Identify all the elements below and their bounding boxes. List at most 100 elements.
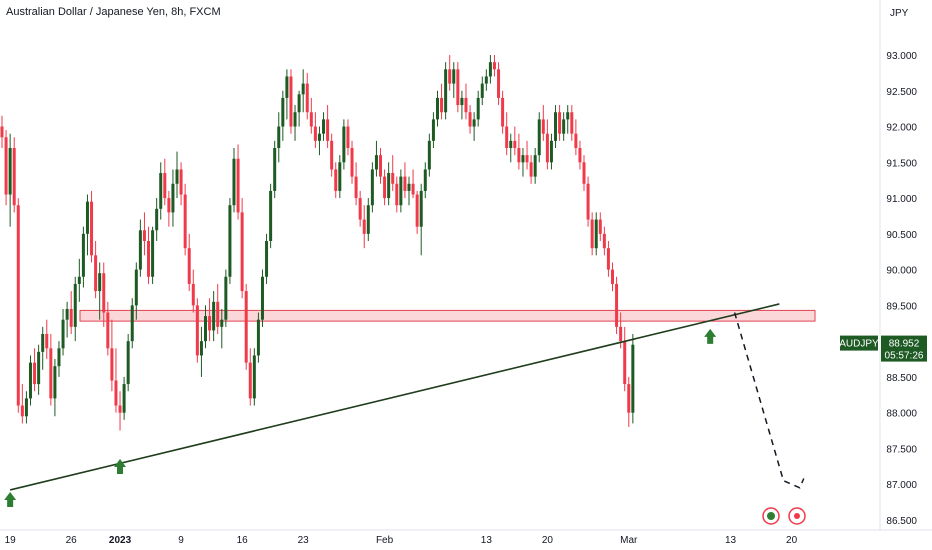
candle-body (126, 341, 130, 385)
y-tick-label: 88.500 (886, 373, 917, 384)
candle-body (370, 169, 374, 206)
candle-body (85, 201, 89, 234)
candle-body (69, 308, 73, 327)
candle-body (273, 148, 277, 191)
candle-body (578, 148, 582, 163)
candle-body (73, 283, 77, 327)
candle-body (423, 169, 427, 191)
candle-body (179, 169, 183, 195)
candle-body (195, 305, 199, 356)
candle-body (480, 83, 484, 98)
candle-body (122, 384, 126, 413)
candle-body (627, 384, 631, 413)
candle-body (114, 380, 118, 406)
candle-body (322, 119, 326, 134)
candle-body (248, 362, 252, 399)
candle-body (513, 140, 517, 148)
candle-body (419, 190, 423, 227)
candle-body (28, 362, 32, 399)
candle-body (358, 198, 362, 220)
candle-body (488, 62, 492, 77)
candle-body (594, 219, 598, 249)
candle-body (199, 341, 203, 356)
candle-body (566, 112, 570, 120)
candle-body (598, 219, 602, 234)
candle-body (448, 69, 452, 84)
candle-body (20, 405, 24, 417)
candle-body (305, 83, 309, 113)
candle-body (435, 97, 439, 120)
x-tick-label: Feb (376, 535, 394, 546)
candle-body (151, 230, 155, 277)
x-tick-label: 16 (237, 535, 249, 546)
event-icon-inner (794, 513, 800, 519)
candle-body (411, 183, 415, 195)
candle-body (240, 212, 244, 292)
candle-body (338, 162, 342, 191)
candle-body (106, 312, 110, 349)
candle-body (537, 119, 541, 156)
candle-body (541, 119, 545, 134)
candle-body (525, 155, 529, 163)
x-tick-label: 13 (481, 535, 493, 546)
candle-body (590, 219, 594, 249)
candle-body (301, 83, 305, 95)
y-tick-label: 91.500 (886, 158, 917, 169)
event-icon-inner (767, 512, 775, 520)
symbol-label: AUDJPY (839, 339, 879, 350)
candle-body (309, 112, 313, 127)
candle-body (41, 334, 45, 352)
x-tick-label: 2023 (109, 535, 132, 546)
candle-body (468, 112, 472, 127)
candle-body (220, 319, 224, 327)
candle-body (297, 94, 301, 113)
x-tick-label: Mar (620, 535, 638, 546)
candle-body (570, 112, 574, 134)
candle-body (265, 241, 269, 277)
candle-body (61, 319, 65, 349)
price-badge (881, 335, 927, 362)
candle-body (611, 269, 614, 284)
last-price-label: 88.952 (889, 339, 920, 350)
candle-body (171, 183, 175, 213)
candle-body (501, 97, 505, 127)
candle-body (49, 348, 53, 399)
x-tick-label: 20 (786, 535, 798, 546)
candle-body (582, 162, 586, 184)
candle-body (342, 126, 346, 163)
candle-body (460, 97, 464, 106)
candle-body (464, 97, 468, 113)
candle-body (399, 176, 403, 206)
candle-body (586, 183, 590, 220)
candle-body (277, 126, 281, 148)
candle-body (187, 248, 191, 284)
candle-body (118, 405, 122, 413)
candle-body (533, 155, 537, 177)
candle-body (391, 173, 395, 184)
candle-body (16, 205, 20, 406)
candle-body (476, 97, 480, 120)
candle-body (138, 230, 142, 270)
candle-body (387, 173, 391, 199)
candle-body (155, 208, 159, 231)
candle-body (33, 362, 37, 385)
candle-body (142, 230, 146, 241)
candle-body (379, 155, 383, 177)
candle-body (615, 283, 619, 327)
candle-body (444, 69, 448, 113)
candle-body (167, 198, 171, 213)
up-arrow-marker (114, 459, 127, 475)
candle-body (395, 183, 399, 206)
candle-body (65, 308, 69, 320)
candle-body (623, 341, 627, 385)
candle-body (440, 97, 444, 113)
candle-body (407, 183, 411, 191)
y-tick-label: 93.000 (886, 51, 917, 62)
candle-body (37, 351, 41, 385)
x-tick-label: 9 (178, 535, 184, 546)
resistance-zone (79, 309, 816, 322)
candle-body (574, 133, 578, 148)
candle-body (403, 176, 407, 191)
